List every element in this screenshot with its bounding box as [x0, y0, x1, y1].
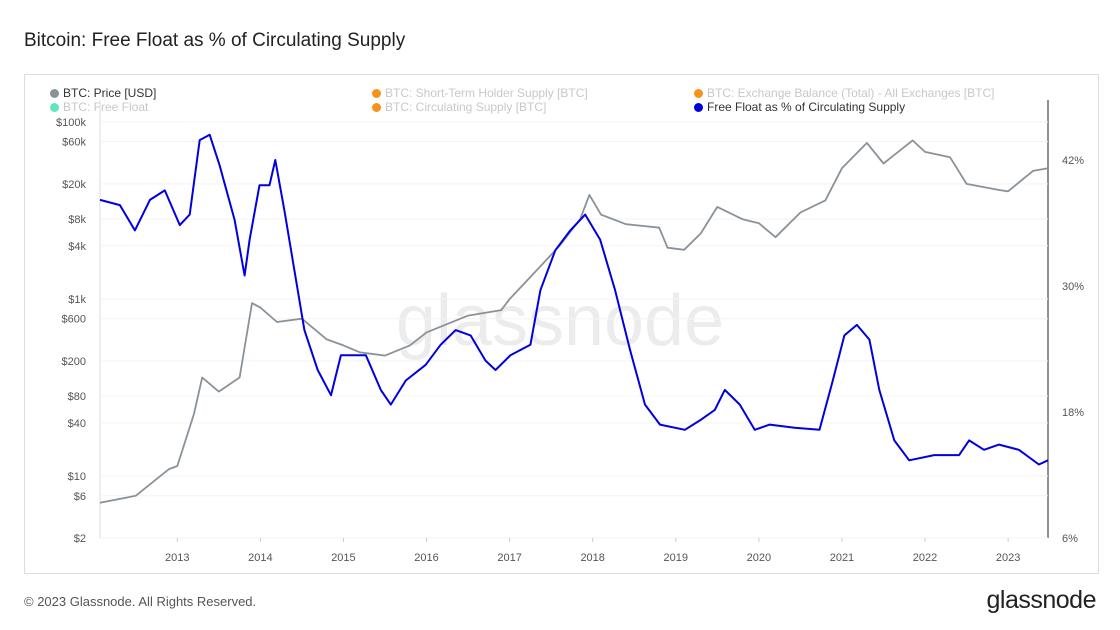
legend-item-circulating-supply[interactable]: BTC: Circulating Supply [BTC]	[372, 100, 546, 114]
y-right-tick-label: 30%	[1062, 281, 1084, 293]
legend-dot-icon	[50, 102, 59, 112]
y-left-tick-label: $200	[62, 356, 86, 368]
x-tick-label: 2014	[248, 552, 272, 564]
legend-label: BTC: Free Float	[63, 100, 149, 114]
legend-item-exchange-balance[interactable]: BTC: Exchange Balance (Total) - All Exch…	[694, 86, 994, 100]
legend-dot-icon	[372, 102, 381, 112]
legend-item-sth-supply[interactable]: BTC: Short-Term Holder Supply [BTC]	[372, 86, 588, 100]
legend-label: BTC: Exchange Balance (Total) - All Exch…	[707, 86, 995, 100]
legend-label: BTC: Short-Term Holder Supply [BTC]	[385, 86, 588, 100]
y-left-tick-label: $80	[68, 391, 86, 403]
y-right-tick-label: 18%	[1062, 407, 1084, 419]
y-left-tick-label: $60k	[62, 137, 86, 149]
watermark: glassnode	[396, 281, 724, 361]
legend-label: BTC: Circulating Supply [BTC]	[385, 100, 547, 114]
legend-item-free-float[interactable]: BTC: Free Float	[50, 100, 148, 114]
y-right-tick-label: 6%	[1062, 533, 1078, 545]
copyright: © 2023 Glassnode. All Rights Reserved.	[24, 594, 257, 609]
legend-dot-icon	[694, 102, 703, 112]
x-tick-label: 2017	[497, 552, 521, 564]
y-left-tick-label: $20k	[62, 179, 86, 191]
legend-dot-icon	[694, 88, 703, 98]
free-float-pct-line	[99, 133, 1049, 466]
legend-label: Free Float as % of Circulating Supply	[707, 100, 906, 114]
x-tick-label: 2019	[664, 552, 688, 564]
y-left-tick-label: $10	[68, 471, 86, 483]
y-left-tick-label: $40	[68, 418, 86, 430]
legend-item-price[interactable]: BTC: Price [USD]	[50, 86, 156, 100]
y-left-tick-label: $100k	[56, 117, 86, 129]
x-tick-label: 2022	[913, 552, 937, 564]
legend-dot-icon	[372, 88, 381, 98]
legend-item-free-float-pct[interactable]: Free Float as % of Circulating Supply	[694, 100, 905, 114]
x-tick-label: 2021	[830, 552, 854, 564]
y-left-tick-label: $1k	[68, 294, 86, 306]
x-tick-label: 2016	[414, 552, 438, 564]
btc-price-line	[99, 139, 1049, 504]
chart-frame	[24, 74, 1099, 574]
y-left-tick-label: $600	[62, 314, 86, 326]
glassnode-logo: glassnode	[986, 586, 1097, 614]
y-left-tick-label: $6	[74, 491, 86, 503]
x-tick-label: 2023	[996, 552, 1020, 564]
x-tick-label: 2015	[331, 552, 355, 564]
y-left-tick-label: $2	[74, 533, 86, 545]
x-tick-label: 2020	[747, 552, 771, 564]
y-right-tick-label: 42%	[1062, 155, 1084, 167]
y-left-tick-label: $8k	[68, 214, 86, 226]
legend-label: BTC: Price [USD]	[63, 86, 157, 100]
chart-title: Bitcoin: Free Float as % of Circulating …	[24, 30, 406, 51]
legend-dot-icon	[50, 88, 59, 98]
x-tick-label: 2013	[165, 552, 189, 564]
y-left-tick-label: $4k	[68, 241, 86, 253]
x-tick-label: 2018	[580, 552, 604, 564]
